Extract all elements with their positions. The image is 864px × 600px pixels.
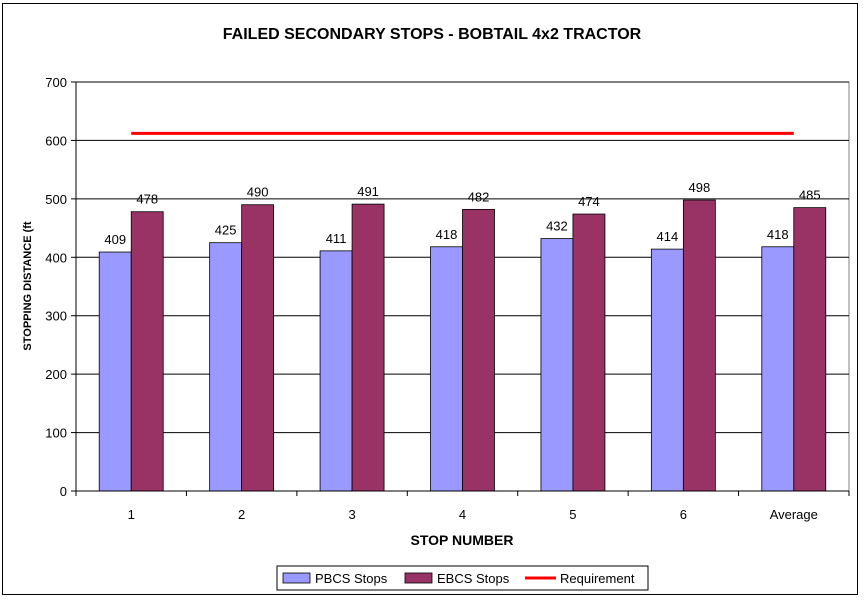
bar-ebcs-stops bbox=[793, 207, 827, 492]
bar-ebcs-stops bbox=[682, 199, 716, 492]
y-tick-label: 0 bbox=[60, 484, 67, 499]
bar-pbcs-stops bbox=[209, 242, 243, 492]
bar-pbcs-stops bbox=[761, 246, 795, 492]
y-axis-ticks: 0 100 200 300 400 500 600 700 bbox=[45, 75, 77, 499]
bar-ebcs-stops bbox=[572, 213, 606, 492]
chart-title: FAILED SECONDARY STOPS - BOBTAIL 4x2 TRA… bbox=[223, 26, 642, 43]
legend-label-ebcs: EBCS Stops bbox=[437, 571, 510, 586]
x-tick-label: 2 bbox=[238, 507, 245, 522]
bar-ebcs-stops bbox=[241, 204, 275, 492]
legend-swatch-pbcs bbox=[282, 572, 311, 584]
legend-swatch-ebcs bbox=[404, 572, 433, 584]
data-label: 498 bbox=[689, 180, 711, 195]
data-label: 432 bbox=[546, 219, 568, 234]
y-tick-label: 400 bbox=[45, 250, 67, 265]
y-tick-label: 600 bbox=[45, 133, 67, 148]
x-tick-label: 3 bbox=[348, 507, 355, 522]
bar-pbcs-stops bbox=[319, 250, 353, 492]
legend-box bbox=[276, 565, 649, 591]
data-label: 418 bbox=[436, 227, 458, 242]
bar-pbcs-stops bbox=[98, 251, 132, 492]
x-tick-label: 6 bbox=[680, 507, 687, 522]
data-label: 478 bbox=[136, 192, 158, 207]
data-label: 482 bbox=[468, 189, 490, 204]
bar-ebcs-stops bbox=[351, 203, 385, 492]
data-label: 474 bbox=[578, 194, 600, 209]
bar-pbcs-stops bbox=[650, 248, 684, 492]
x-tick-label: Average bbox=[770, 507, 818, 522]
bar-ebcs-stops bbox=[462, 208, 495, 492]
y-tick-label: 100 bbox=[45, 426, 67, 441]
x-tick-label: 4 bbox=[459, 507, 466, 522]
y-tick-label: 300 bbox=[45, 309, 67, 324]
x-tick-label: 5 bbox=[569, 507, 576, 522]
data-label: 490 bbox=[247, 185, 269, 200]
data-label: 409 bbox=[104, 232, 126, 247]
data-label: 414 bbox=[657, 229, 679, 244]
legend-label-requirement: Requirement bbox=[560, 571, 635, 586]
bars bbox=[98, 199, 827, 492]
x-axis-ticks: 1 2 3 4 5 6 Average bbox=[75, 490, 850, 522]
bar-pbcs-stops bbox=[430, 246, 463, 492]
x-axis-title: STOP NUMBER bbox=[411, 532, 514, 548]
data-label: 411 bbox=[326, 231, 347, 246]
x-tick-label: 1 bbox=[128, 507, 135, 522]
y-tick-label: 700 bbox=[45, 75, 67, 90]
y-tick-label: 500 bbox=[45, 192, 67, 207]
bar-pbcs-stops bbox=[540, 238, 574, 492]
data-label: 425 bbox=[215, 223, 237, 238]
data-label: 485 bbox=[799, 188, 821, 203]
data-label: 491 bbox=[357, 184, 379, 199]
legend-label-pbcs: PBCS Stops bbox=[315, 571, 388, 586]
y-axis-title: STOPPING DISTANCE (ft bbox=[22, 221, 34, 350]
data-label: 418 bbox=[767, 227, 789, 242]
y-tick-label: 200 bbox=[45, 367, 67, 382]
legend: PBCS Stops EBCS Stops Requirement bbox=[276, 565, 649, 591]
bar-ebcs-stops bbox=[130, 211, 164, 492]
data-labels: 409 425 411 418 432 414 418 478 490 491 482 474 498 4… bbox=[104, 180, 820, 247]
